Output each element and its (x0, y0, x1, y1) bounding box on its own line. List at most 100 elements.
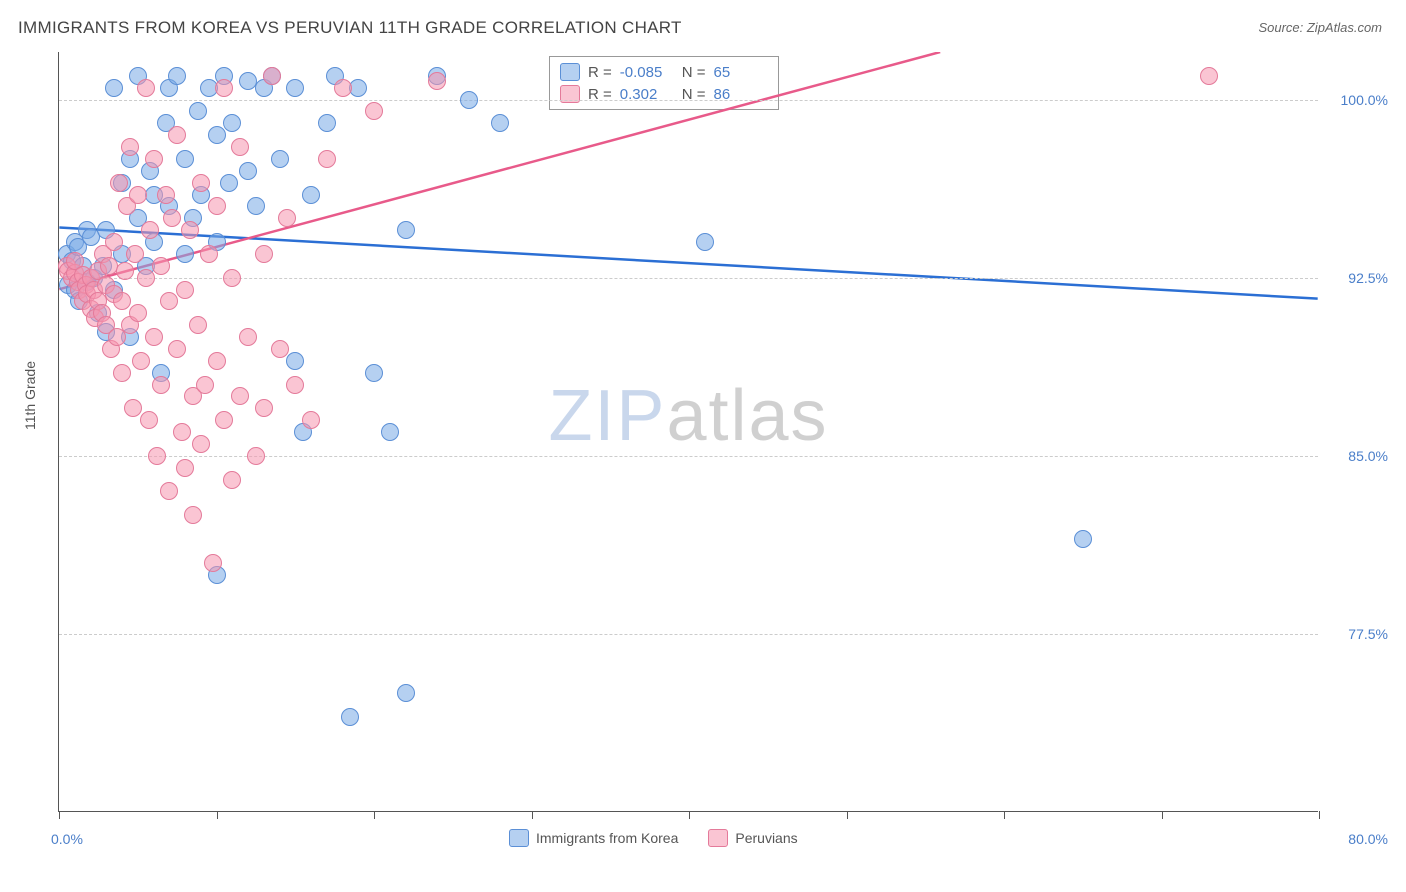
data-point-korea (223, 114, 241, 132)
data-point-peru (196, 376, 214, 394)
data-point-peru (189, 316, 207, 334)
legend-row-korea: R = -0.085 N = 65 (560, 61, 768, 83)
x-tick (1162, 811, 1163, 819)
swatch-korea (560, 63, 580, 81)
data-point-peru (124, 399, 142, 417)
data-point-korea (349, 79, 367, 97)
correlation-legend: R = -0.085 N = 65 R = 0.302 N = 86 (549, 56, 779, 110)
data-point-peru (152, 257, 170, 275)
x-tick (1004, 811, 1005, 819)
data-point-peru (231, 138, 249, 156)
x-tick (847, 811, 848, 819)
data-point-korea (286, 352, 304, 370)
data-point-peru (231, 387, 249, 405)
data-point-peru (278, 209, 296, 227)
y-tick-label: 85.0% (1348, 448, 1388, 464)
y-tick-label: 100.0% (1341, 92, 1388, 108)
data-point-korea (397, 684, 415, 702)
data-point-korea (365, 364, 383, 382)
chart-title: IMMIGRANTS FROM KOREA VS PERUVIAN 11TH G… (18, 18, 682, 38)
gridline (59, 634, 1318, 635)
data-point-peru (255, 245, 273, 263)
x-tick (217, 811, 218, 819)
x-tick (59, 811, 60, 819)
data-point-peru (204, 554, 222, 572)
legend-row-peru: R = 0.302 N = 86 (560, 83, 768, 105)
data-point-peru (160, 482, 178, 500)
x-tick (689, 811, 690, 819)
data-point-peru (137, 269, 155, 287)
data-point-peru (247, 447, 265, 465)
data-point-korea (208, 126, 226, 144)
data-point-peru (215, 411, 233, 429)
data-point-peru (129, 186, 147, 204)
data-point-korea (247, 197, 265, 215)
data-point-korea (302, 186, 320, 204)
data-point-korea (397, 221, 415, 239)
data-point-peru (105, 233, 123, 251)
data-point-peru (239, 328, 257, 346)
data-point-peru (192, 435, 210, 453)
r-label: R = (588, 64, 612, 81)
data-point-peru (318, 150, 336, 168)
data-point-peru (113, 292, 131, 310)
data-point-peru (215, 79, 233, 97)
data-point-peru (163, 209, 181, 227)
data-point-korea (286, 79, 304, 97)
data-point-peru (126, 245, 144, 263)
x-tick (1319, 811, 1320, 819)
y-tick-label: 77.5% (1348, 626, 1388, 642)
x-label-max: 80.0% (1348, 831, 1388, 847)
x-tick (374, 811, 375, 819)
legend-item-peru: Peruvians (708, 829, 797, 847)
data-point-peru (271, 340, 289, 358)
y-tick-label: 92.5% (1348, 270, 1388, 286)
data-point-peru (140, 411, 158, 429)
data-point-korea (105, 79, 123, 97)
watermark-atlas: atlas (666, 376, 828, 456)
data-point-peru (152, 376, 170, 394)
data-point-korea (239, 162, 257, 180)
series-legend: Immigrants from Korea Peruvians (509, 829, 798, 847)
data-point-peru (176, 459, 194, 477)
data-point-peru (137, 79, 155, 97)
data-point-peru (334, 79, 352, 97)
data-point-peru (365, 102, 383, 120)
data-point-peru (192, 174, 210, 192)
data-point-korea (341, 708, 359, 726)
data-point-korea (176, 245, 194, 263)
data-point-korea (491, 114, 509, 132)
data-point-peru (116, 262, 134, 280)
x-tick (532, 811, 533, 819)
data-point-korea (220, 174, 238, 192)
data-point-peru (428, 72, 446, 90)
data-point-korea (318, 114, 336, 132)
n-label: N = (682, 64, 706, 81)
n-value-korea: 65 (714, 64, 768, 81)
gridline (59, 100, 1318, 101)
data-point-peru (168, 340, 186, 358)
x-label-min: 0.0% (51, 831, 83, 847)
data-point-peru (113, 364, 131, 382)
data-point-korea (460, 91, 478, 109)
data-point-peru (255, 399, 273, 417)
data-point-peru (208, 352, 226, 370)
data-point-peru (223, 269, 241, 287)
data-point-peru (200, 245, 218, 263)
legend-label-korea: Immigrants from Korea (536, 830, 678, 846)
data-point-korea (189, 102, 207, 120)
data-point-peru (132, 352, 150, 370)
watermark: ZIPatlas (548, 375, 828, 457)
data-point-peru (110, 174, 128, 192)
chart-container: IMMIGRANTS FROM KOREA VS PERUVIAN 11TH G… (0, 0, 1406, 892)
watermark-zip: ZIP (548, 376, 666, 456)
data-point-peru (145, 150, 163, 168)
data-point-peru (129, 304, 147, 322)
source-attribution: Source: ZipAtlas.com (1258, 20, 1382, 35)
y-axis-title: 11th Grade (22, 361, 38, 430)
data-point-peru (145, 328, 163, 346)
data-point-peru (173, 423, 191, 441)
data-point-korea (1074, 530, 1092, 548)
data-point-peru (141, 221, 159, 239)
r-value-korea: -0.085 (620, 64, 674, 81)
